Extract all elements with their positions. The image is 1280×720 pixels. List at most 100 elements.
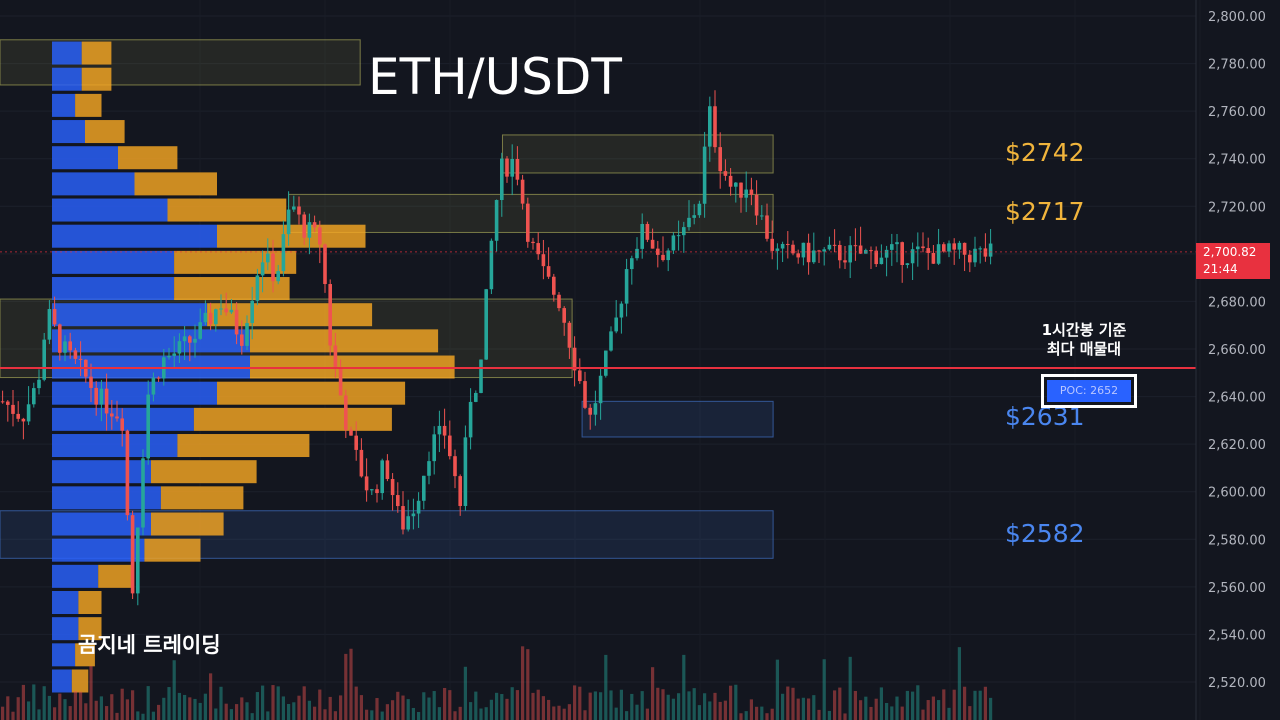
volume-bar <box>73 691 77 720</box>
candle-body <box>292 206 296 210</box>
volume-bar <box>370 710 374 720</box>
y-tick-label: 2,560.00 <box>1208 581 1266 596</box>
volume-bar <box>302 686 306 720</box>
candle-body <box>276 271 280 282</box>
candle-body <box>250 300 254 324</box>
candle-body <box>26 404 31 422</box>
volume-bar <box>432 691 436 720</box>
profile-buy-bar <box>52 172 135 196</box>
candle-body <box>791 244 795 254</box>
chart-title: ETH/USDT <box>368 48 622 106</box>
volume-bar <box>380 711 384 720</box>
profile-sell-bar <box>174 250 297 274</box>
candle-body <box>947 243 951 252</box>
profile-buy-bar <box>52 512 151 536</box>
volume-bar <box>198 702 202 720</box>
volume-bar <box>505 698 509 720</box>
candle-body <box>526 203 530 242</box>
candle-body <box>916 246 920 250</box>
profile-buy-bar <box>52 198 168 222</box>
volume-bar <box>723 700 727 720</box>
volume-bar <box>89 665 93 720</box>
profile-sell-bar <box>174 277 290 301</box>
volume-bar <box>120 688 124 720</box>
volume-bar <box>125 699 129 720</box>
candle-body <box>739 182 743 198</box>
candle-body <box>463 437 468 506</box>
candle-body <box>682 227 686 236</box>
volume-bar <box>349 648 353 720</box>
candle-body <box>879 257 884 265</box>
candle-body <box>884 249 889 258</box>
volume-bar <box>266 711 270 720</box>
profile-buy-bar <box>52 460 151 484</box>
volume-bar <box>983 686 987 720</box>
volume-bar <box>911 691 915 720</box>
volume-bar <box>926 700 930 720</box>
volume-bar <box>807 698 811 720</box>
candle-body <box>702 146 707 204</box>
candle-body <box>562 308 566 323</box>
profile-buy-bar <box>52 669 72 693</box>
volume-bar <box>292 702 296 720</box>
candle-body <box>895 242 899 245</box>
volume-bar <box>235 704 239 720</box>
candle-body <box>432 434 436 462</box>
profile-sell-bar <box>151 460 257 484</box>
volume-bar <box>656 687 660 720</box>
volume-bar <box>874 698 878 720</box>
volume-bar <box>552 706 556 720</box>
candle-body <box>375 489 379 494</box>
profile-sell-bar <box>78 617 102 641</box>
profile-sell-bar <box>193 407 392 431</box>
candle-body <box>692 215 696 218</box>
candles <box>0 90 993 606</box>
volume-bar <box>354 686 358 720</box>
candle-body <box>978 248 982 250</box>
candle-body <box>281 234 286 272</box>
volume-bar <box>588 692 592 720</box>
candle-body <box>494 200 499 241</box>
volume-bar <box>593 691 597 720</box>
candle-body <box>734 182 738 187</box>
y-tick-label: 2,540.00 <box>1208 628 1266 643</box>
candle-body <box>744 189 748 198</box>
profile-buy-bar <box>52 303 208 327</box>
volume-bar <box>500 694 504 720</box>
profile-sell-bar <box>177 434 310 458</box>
candle-body <box>770 238 774 251</box>
candle-body <box>6 401 10 405</box>
volume-bar <box>864 696 868 720</box>
volume-bar <box>781 693 785 720</box>
candle-body <box>905 263 910 266</box>
candle-body <box>255 275 260 301</box>
volume-bar <box>479 708 483 720</box>
candle-body <box>910 249 915 264</box>
profile-sell-bar <box>85 120 125 144</box>
candle-body <box>359 449 364 477</box>
profile-sell-bar <box>167 198 287 222</box>
candle-body <box>552 276 556 295</box>
candle-body <box>630 258 634 270</box>
candle-body <box>838 244 842 261</box>
volume-bar <box>718 701 722 720</box>
candle-body <box>240 334 244 346</box>
volume-bar <box>79 691 83 720</box>
candle-body <box>208 312 213 325</box>
volume-bar <box>526 649 530 720</box>
candle-body <box>500 158 504 201</box>
candle-body <box>47 309 52 340</box>
profile-sell-bar <box>217 224 366 248</box>
candle-body <box>858 245 863 254</box>
volume-bar <box>859 700 863 720</box>
candle-body <box>229 309 234 313</box>
candle-body <box>936 244 941 264</box>
candle-body <box>962 242 967 255</box>
candle-body <box>775 248 780 251</box>
candle-body <box>354 435 358 450</box>
volume-bar <box>573 685 577 720</box>
candle-body <box>396 495 400 507</box>
volume-bar <box>541 696 545 720</box>
candle-body <box>614 317 618 332</box>
